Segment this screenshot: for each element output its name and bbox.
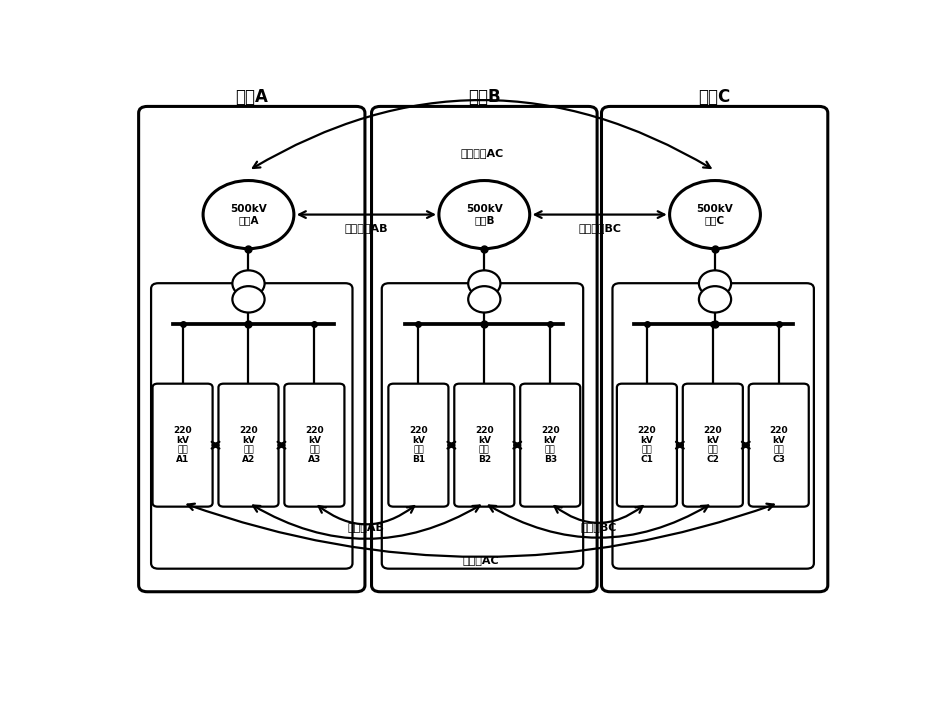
FancyBboxPatch shape [683, 384, 742, 507]
Text: 500kV
厂站C: 500kV 厂站C [696, 204, 733, 225]
Text: 联络线AB: 联络线AB [347, 523, 384, 533]
FancyBboxPatch shape [284, 384, 344, 507]
FancyBboxPatch shape [152, 384, 212, 507]
Text: 分区C: 分区C [698, 88, 730, 106]
Text: 分区A: 分区A [235, 88, 268, 106]
Circle shape [669, 180, 760, 249]
Text: 500kV
厂站B: 500kV 厂站B [465, 204, 502, 225]
Text: 联络线BC: 联络线BC [580, 523, 616, 533]
Text: 220
kV
厂站
A1: 220 kV 厂站 A1 [173, 426, 192, 464]
Ellipse shape [232, 286, 264, 312]
Ellipse shape [232, 270, 264, 297]
Ellipse shape [467, 270, 500, 297]
FancyBboxPatch shape [616, 384, 676, 507]
FancyBboxPatch shape [454, 384, 514, 507]
Text: 220
kV
厂站
B2: 220 kV 厂站 B2 [475, 426, 493, 464]
FancyBboxPatch shape [381, 283, 582, 569]
FancyBboxPatch shape [371, 106, 597, 592]
Text: 220
kV
厂站
A2: 220 kV 厂站 A2 [239, 426, 258, 464]
Text: 边界线路BC: 边界线路BC [578, 223, 620, 233]
FancyBboxPatch shape [151, 283, 352, 569]
FancyBboxPatch shape [748, 384, 808, 507]
Ellipse shape [699, 286, 731, 312]
Text: 220
kV
厂站
A3: 220 kV 厂站 A3 [305, 426, 324, 464]
FancyBboxPatch shape [519, 384, 580, 507]
FancyBboxPatch shape [218, 384, 278, 507]
Circle shape [203, 180, 294, 249]
Text: 联络线AC: 联络线AC [462, 555, 498, 565]
Circle shape [438, 180, 530, 249]
Ellipse shape [699, 270, 731, 297]
Text: 边界线路AC: 边界线路AC [460, 148, 503, 158]
Text: 220
kV
厂站
C2: 220 kV 厂站 C2 [702, 426, 721, 464]
FancyBboxPatch shape [612, 283, 813, 569]
Text: 边界线路AB: 边界线路AB [345, 223, 388, 233]
Text: 220
kV
厂站
B3: 220 kV 厂站 B3 [540, 426, 559, 464]
Text: 220
kV
厂站
B1: 220 kV 厂站 B1 [409, 426, 428, 464]
Text: 分区B: 分区B [467, 88, 500, 106]
FancyBboxPatch shape [388, 384, 448, 507]
Text: 220
kV
厂站
C1: 220 kV 厂站 C1 [637, 426, 655, 464]
Text: 220
kV
厂站
C3: 220 kV 厂站 C3 [768, 426, 787, 464]
FancyBboxPatch shape [139, 106, 364, 592]
Text: 500kV
厂站A: 500kV 厂站A [230, 204, 266, 225]
FancyBboxPatch shape [600, 106, 827, 592]
Ellipse shape [467, 286, 500, 312]
